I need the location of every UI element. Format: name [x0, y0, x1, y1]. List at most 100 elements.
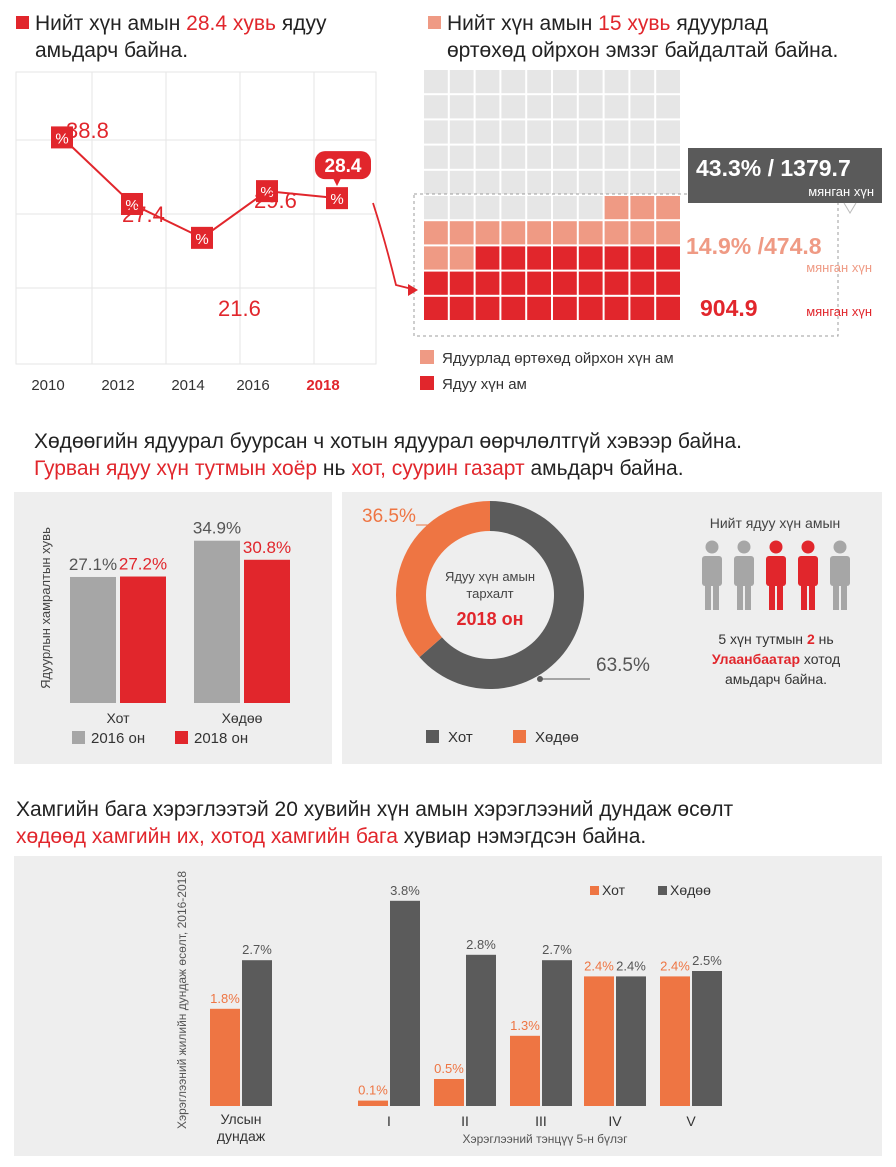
person-icon-gray [830, 540, 850, 610]
legend-2018-swatch [175, 731, 188, 744]
waffle-cell-poor [475, 296, 500, 320]
bar-label: 2.7% [242, 942, 272, 957]
waffle-cell-empty [475, 145, 500, 169]
waffle-cell-near-poor [656, 196, 680, 220]
waffle-cell-empty [527, 145, 551, 169]
bar-label: 2.4% [660, 958, 690, 973]
people-text-line3: амьдарч байна. [725, 671, 827, 687]
donut-center-line2: тархалт [466, 586, 513, 601]
person-head [705, 540, 719, 554]
waffle-cell-empty [604, 170, 629, 194]
waffle-cell-empty [553, 70, 577, 94]
bar-II-Хөдөө [466, 954, 496, 1106]
waffle-cell-empty [656, 70, 680, 94]
leader-dot-icon [537, 676, 543, 682]
bar-I-Хот [358, 1100, 388, 1106]
waffle-cell-near-poor [424, 221, 448, 245]
person-leg [745, 580, 751, 610]
waffle-cell-empty [656, 120, 680, 144]
point-marker-2016 [256, 180, 278, 203]
waffle-cell-empty [553, 95, 577, 119]
x-tick-Хөдөө: Хөдөө [222, 710, 263, 726]
waffle-cell-empty [553, 120, 577, 144]
percent-icon: % [330, 191, 343, 208]
waffle-cell-poor [630, 296, 655, 320]
percent-icon: % [55, 130, 68, 147]
legend-2018-label: 2018 он [194, 730, 248, 747]
legend-rural-swatch [658, 886, 667, 895]
waffle-cell-poor [527, 296, 551, 320]
x-tick-Хот: Хот [106, 710, 130, 726]
waffle-cell-near-poor [630, 196, 655, 220]
total-callout-box [688, 148, 882, 203]
donut-center-year: 2018 он [457, 609, 524, 629]
urban-rural-bar-chart: Ядуурлын хамралтын хувь 27.1% 34.9% 27.2% 30… [38, 519, 291, 726]
x-tick-IV: IV [608, 1113, 622, 1129]
legend-2016-swatch [72, 731, 85, 744]
bar-Улсын дундаж-Хот [210, 1008, 240, 1106]
waffle-cell-empty [424, 120, 448, 144]
waffle-cell-poor [424, 296, 448, 320]
bubble-pointer-icon [333, 178, 341, 187]
people-text-line2: Улаанбаатар хотод [712, 651, 840, 667]
legend-city-swatch [426, 730, 439, 743]
x-tick-2014: 2014 [171, 377, 204, 394]
waffle-cell-empty [578, 95, 603, 119]
person-leg [777, 580, 783, 610]
section2-graphics: Ядуурлын хамралтын хувь 27.1% 34.9% 27.2% 30… [38, 501, 850, 747]
waffle-cell-poor [630, 246, 655, 270]
legend-2016-label: 2016 он [91, 730, 145, 747]
line-chart-grid [15, 71, 377, 365]
callout-pointer-icon [843, 202, 857, 214]
plot-frame [15, 71, 377, 365]
people-text-line1: 5 хүн тутмын 2 нь [718, 631, 833, 647]
waffle-chart [424, 70, 680, 320]
waffle-cell-empty [501, 70, 526, 94]
waffle-cell-empty [449, 95, 474, 119]
person-head [801, 540, 815, 554]
y-axis-label: Ядуурлын хамралтын хувь [38, 527, 53, 689]
dashed-frame [413, 193, 839, 337]
section2-title: Хөдөөгийн ядуурал буурсан ч хотын ядуура… [34, 430, 742, 480]
waffle-cell-poor [449, 271, 474, 295]
point-marker-2018 [326, 187, 348, 210]
x-tick-2016: 2016 [236, 377, 269, 394]
waffle-cell-empty [501, 95, 526, 119]
waffle-cell-empty [578, 196, 603, 220]
person-leg [713, 580, 719, 610]
point-marker-2014 [191, 226, 213, 249]
person-leg [737, 580, 743, 610]
waffle-cell-near-poor [578, 221, 603, 245]
waffle-cell-empty [656, 145, 680, 169]
person-body [798, 556, 818, 586]
person-head [737, 540, 751, 554]
waffle-cell-near-poor [604, 196, 629, 220]
waffle-cell-near-poor [656, 221, 680, 245]
person-icon-red [798, 540, 818, 610]
legend-city-swatch [590, 886, 599, 895]
person-leg [769, 580, 775, 610]
bar-label: 2.7% [542, 942, 572, 957]
data-label-2010: 38.8 [66, 118, 109, 143]
data-label-2018: 28.4 [325, 156, 362, 177]
bar-Хот-2018 он [120, 576, 166, 703]
section3-title: Хамгийн бага хэрэглээтэй 20 хувийн хүн а… [16, 798, 734, 848]
waffle-cell-empty [449, 196, 474, 220]
person-leg [841, 580, 847, 610]
poverty-line-chart: %38.82010%27.42012%21.62014%29.62016%28.… [31, 118, 371, 394]
waffle-cell-poor [475, 271, 500, 295]
bar-III-Хот [510, 1035, 540, 1106]
bar-Хот-2016 он [70, 576, 116, 703]
person-body [830, 556, 850, 586]
bar-V-Хөдөө [692, 971, 722, 1106]
total-callout: 43.3% / 1379.7 мянган хүн [688, 148, 882, 214]
waffle-cell-empty [527, 95, 551, 119]
total-callout-value: 43.3% / 1379.7 [696, 155, 851, 181]
x-tick-V: V [686, 1113, 696, 1129]
waffle-cell-poor [604, 271, 629, 295]
waffle-cell-empty [475, 70, 500, 94]
waffle-cell-empty [501, 170, 526, 194]
waffle-cell-poor [501, 271, 526, 295]
bar-III-Хөдөө [542, 960, 572, 1106]
bar-IV-Хөдөө [616, 976, 646, 1106]
